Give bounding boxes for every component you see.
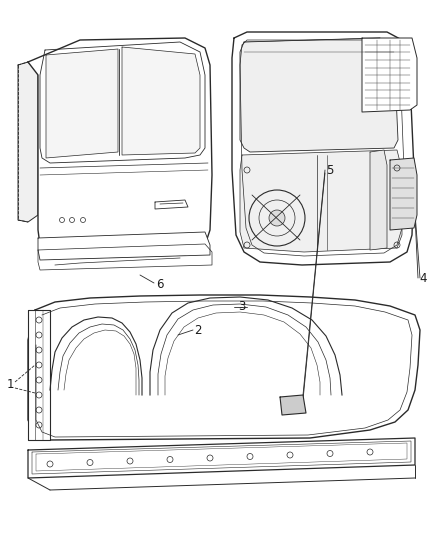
- Polygon shape: [28, 438, 415, 478]
- Text: 6: 6: [156, 279, 164, 292]
- Text: 4: 4: [419, 271, 427, 285]
- Text: 5: 5: [326, 164, 334, 176]
- Polygon shape: [155, 200, 188, 209]
- Polygon shape: [280, 395, 306, 415]
- Polygon shape: [18, 62, 38, 222]
- Polygon shape: [240, 38, 398, 152]
- Text: 1: 1: [6, 378, 14, 392]
- Polygon shape: [232, 32, 414, 265]
- Polygon shape: [28, 295, 420, 440]
- Polygon shape: [370, 150, 387, 250]
- Circle shape: [269, 210, 285, 226]
- Polygon shape: [28, 38, 212, 258]
- Polygon shape: [38, 232, 210, 260]
- Polygon shape: [122, 47, 200, 155]
- Polygon shape: [28, 310, 50, 440]
- Text: 3: 3: [238, 301, 246, 313]
- Polygon shape: [240, 150, 402, 252]
- Polygon shape: [390, 158, 417, 230]
- Text: 2: 2: [194, 324, 202, 336]
- Polygon shape: [362, 38, 417, 112]
- Polygon shape: [46, 49, 118, 158]
